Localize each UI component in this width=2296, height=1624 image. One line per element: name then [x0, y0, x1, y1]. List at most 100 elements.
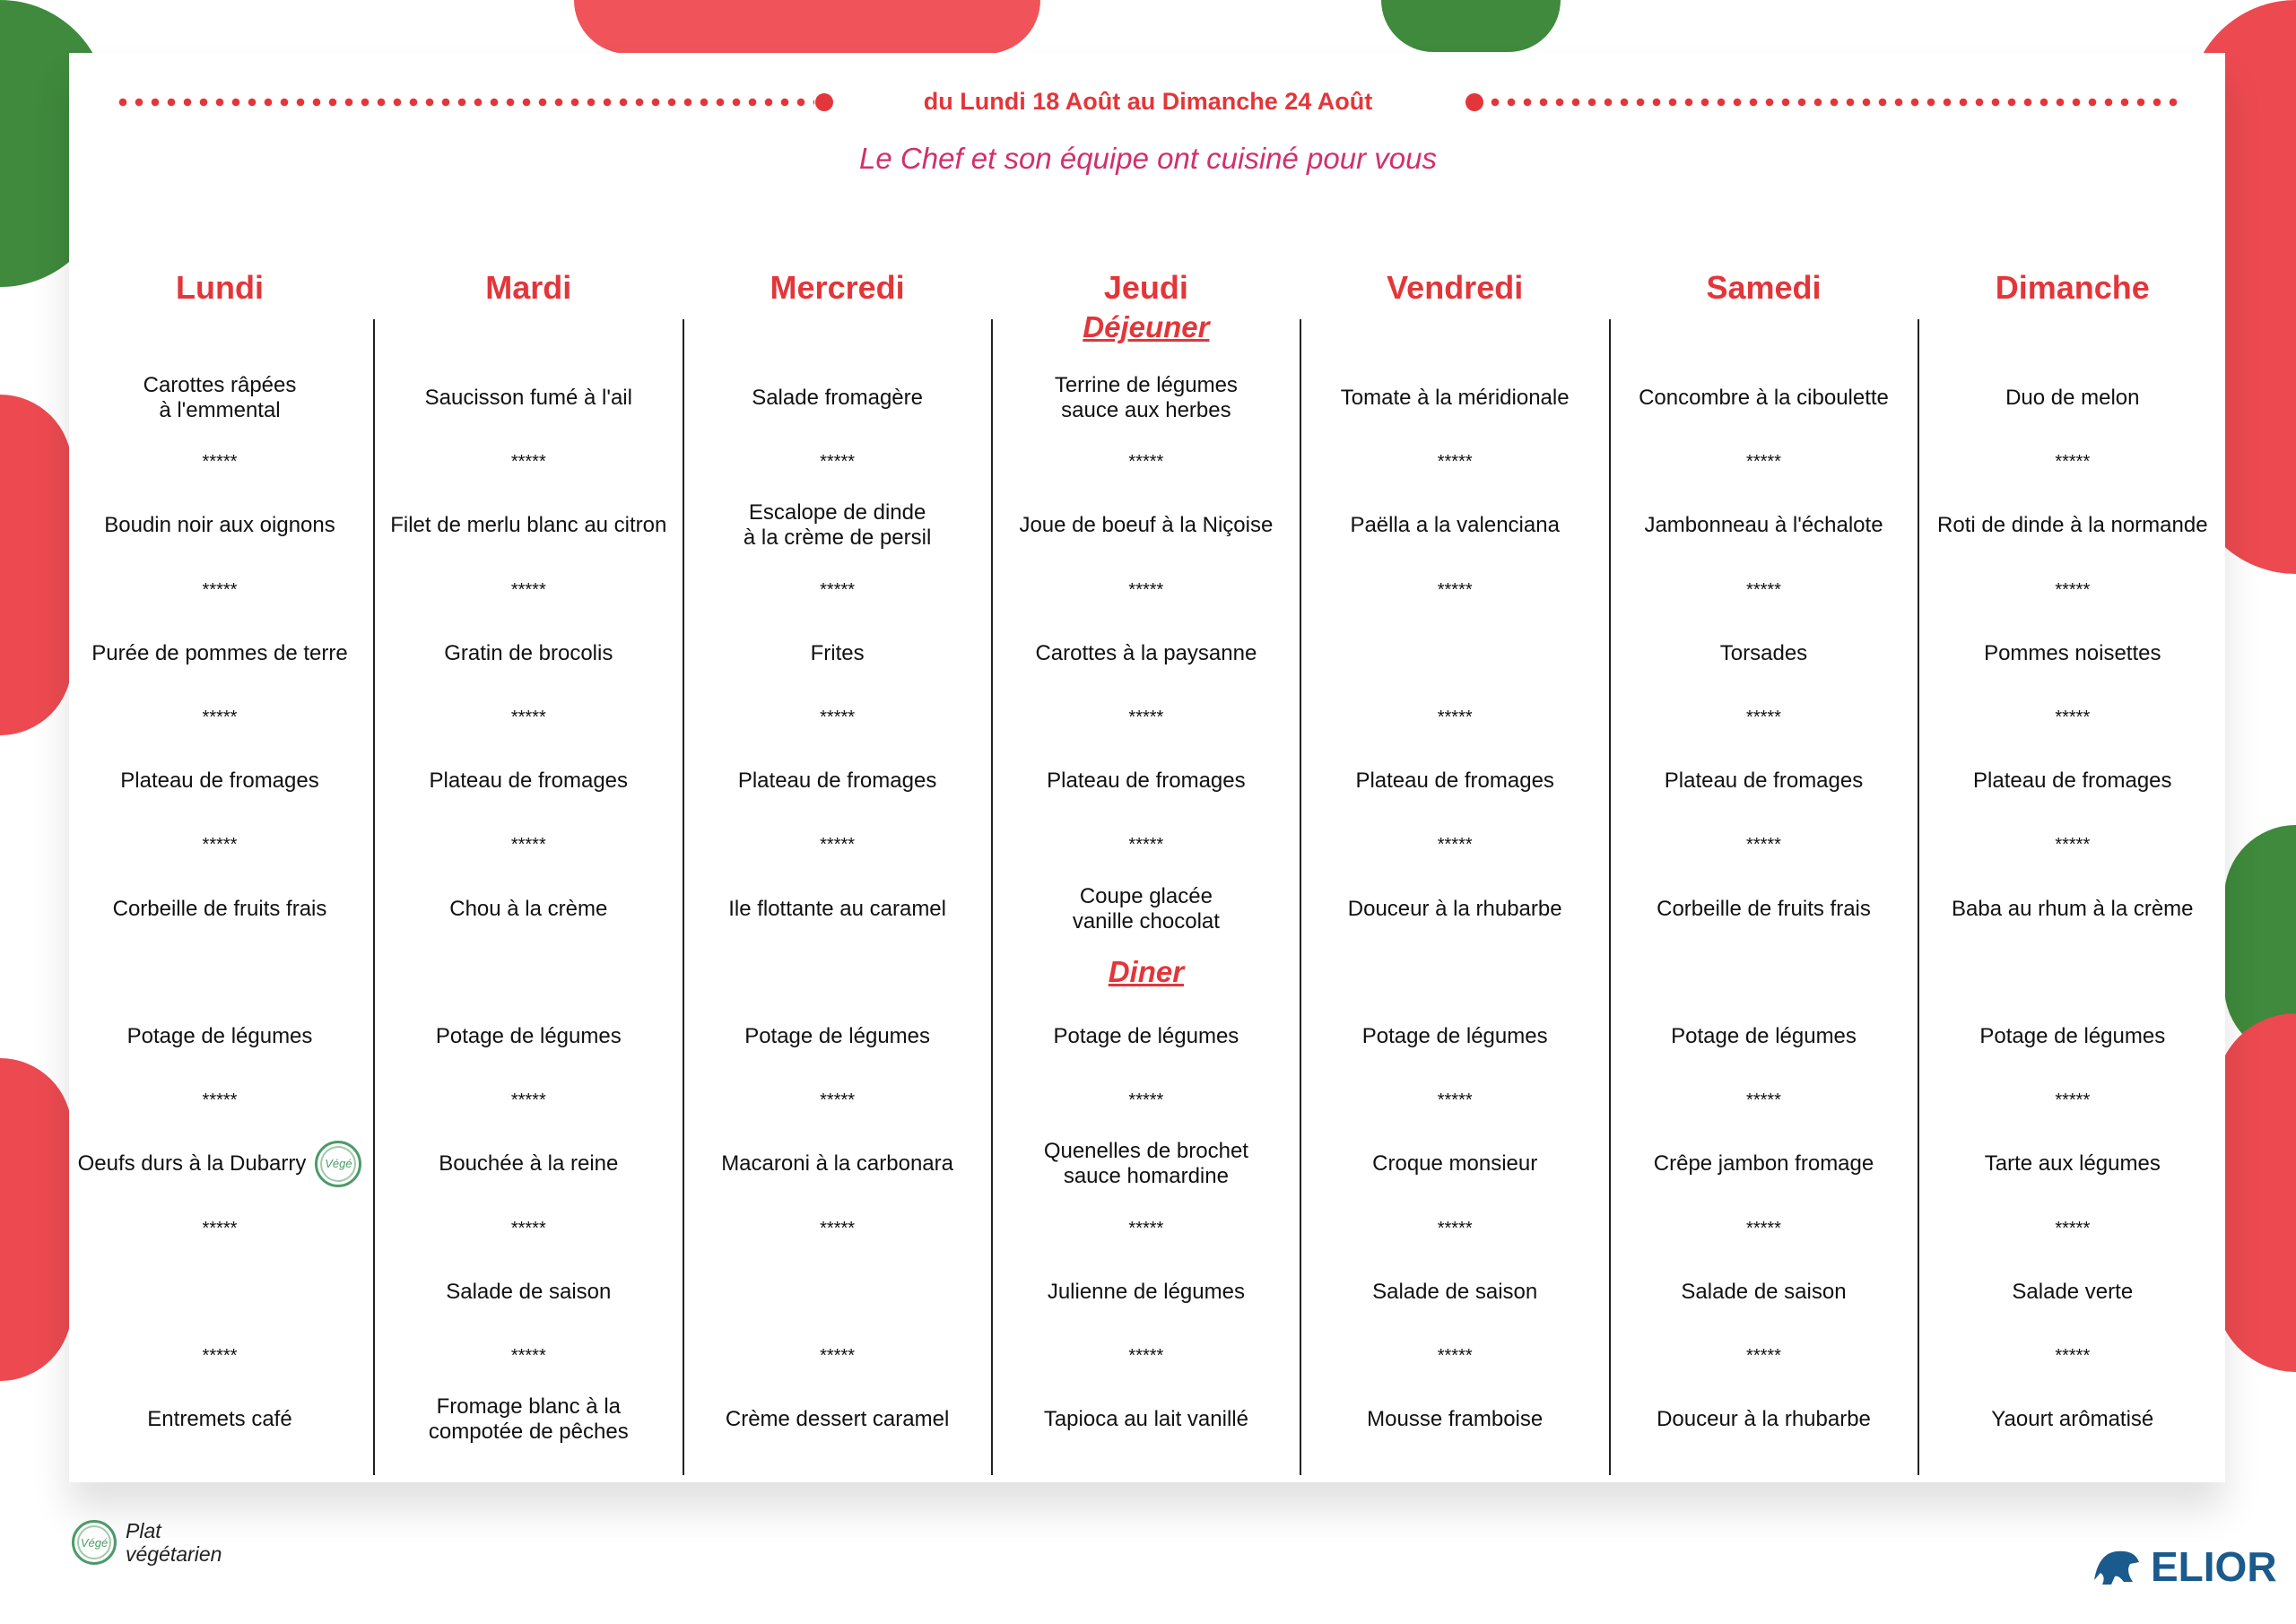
dish-name: Croque monsieur [1372, 1151, 1538, 1177]
day-column-samedi: Samedi Concombre à la ciboulette ***** Jamb… [1610, 269, 1918, 1480]
dish-name: Salade de saison [1681, 1279, 1847, 1304]
separator-row: ***** [374, 558, 683, 621]
watermelon-decoration [574, 0, 1040, 54]
dinner-dish [65, 1260, 374, 1324]
day-column-jeudi: Jeudi Terrine de légumes sauce aux herbes… [992, 269, 1300, 1480]
lunch-dish: Plateau de fromages [65, 750, 374, 813]
lunch-dish: Roti de dinde à la normande [1918, 494, 2227, 558]
dotted-line-left [115, 96, 814, 109]
dish-name: Jambonneau à l'échalote [1644, 513, 1883, 538]
day-column-mardi: Mardi Saucisson fumé à l'ail ***** Filet de… [374, 269, 683, 1480]
vege-badge-icon: Végé [72, 1520, 117, 1565]
dinner-dish: Salade verte [1918, 1260, 2227, 1324]
dot-right [1465, 93, 1483, 111]
separator: ***** [202, 579, 238, 600]
dinner-dish: Crème dessert caramel [683, 1388, 992, 1452]
day-name: Mardi [485, 269, 572, 306]
separator: ***** [1746, 452, 1781, 473]
separator: ***** [820, 1090, 856, 1111]
separator-row: ***** [1918, 1196, 2227, 1260]
dish-name: Quenelles de brochet sauce homardine [1043, 1139, 1248, 1189]
separator: ***** [1437, 708, 1473, 727]
separator-row: ***** [65, 813, 374, 877]
leaf-decoration [1381, 0, 1561, 52]
separator-row: ***** [1300, 430, 1609, 494]
lunch-dish: Plateau de fromages [1610, 750, 1918, 813]
lunch-dish: Douceur à la rhubarbe [1300, 877, 1609, 941]
column-divider [1917, 319, 1919, 1475]
dish-name: Boudin noir aux oignons [104, 513, 335, 538]
column-divider [1608, 319, 1611, 1475]
dish-name: Baba au rhum à la crème [1952, 896, 2194, 921]
lunch-dish: Frites [683, 621, 992, 685]
dish-name: Mousse framboise [1367, 1407, 1544, 1432]
separator: ***** [1746, 1346, 1781, 1366]
dish-name: Plateau de fromages [1047, 769, 1246, 794]
separator: ***** [510, 452, 546, 473]
dish-name: Tarte aux légumes [1984, 1151, 2161, 1177]
separator-row: ***** [1300, 558, 1609, 621]
separator-row: ***** [1610, 1069, 1918, 1133]
lunch-dish: Plateau de fromages [1918, 750, 2227, 813]
dish-name: Terrine de légumes sauce aux herbes [1054, 373, 1238, 422]
dinner-dish: Potage de légumes [992, 1005, 1300, 1069]
dish-name: Bouchée à la reine [439, 1151, 619, 1177]
dinner-dish: Macaroni à la carbonara [683, 1133, 992, 1196]
dish-name: Potage de légumes [1053, 1024, 1239, 1048]
separator: ***** [1746, 579, 1781, 600]
separator: ***** [510, 708, 546, 727]
dinner-dish: Crêpe jambon fromage [1610, 1133, 1918, 1196]
lunch-dish: Torsades [1610, 621, 1918, 685]
separator-row: ***** [1610, 686, 1918, 750]
dish-name: Joue de boeuf à la Niçoise [1019, 513, 1274, 538]
dinner-label: Diner [1108, 954, 1185, 988]
elior-logo: ELIOR [2090, 1542, 2277, 1591]
lunch-dish: Ile flottante au caramel [683, 877, 992, 941]
separator: ***** [202, 1090, 238, 1111]
dinner-dish: Bouchée à la reine [374, 1133, 683, 1196]
subtitle: Le Chef et son équipe ont cuisiné pour v… [859, 142, 1437, 175]
dish-name: Torsades [1719, 640, 1808, 665]
day-column-dimanche: Dimanche Duo de melon ***** Roti de dinde à… [1918, 269, 2227, 1480]
separator-row: ***** [65, 1324, 374, 1388]
separator: ***** [510, 835, 546, 855]
dish-name: Plateau de fromages [737, 769, 937, 794]
separator-row: ***** [992, 558, 1300, 621]
separator-row: ***** [683, 686, 992, 750]
dish-name: Roti de dinde à la normande [1937, 513, 2208, 538]
separator: ***** [510, 1090, 546, 1111]
dish-name: Salade verte [2012, 1279, 2134, 1304]
separator: ***** [510, 579, 546, 600]
lunch-dish: Purée de pommes de terre [65, 621, 374, 685]
dinner-dish: Salade de saison [374, 1260, 683, 1324]
lunch-dish: Plateau de fromages [1300, 750, 1609, 813]
separator-row: ***** [683, 430, 992, 494]
dish-name: Entremets café [147, 1407, 292, 1432]
date-range: du Lundi 18 Août au Dimanche 24 Août [923, 88, 1373, 115]
separator-row: ***** [992, 1196, 1300, 1260]
separator-row: ***** [374, 813, 683, 877]
separator-row: ***** [683, 558, 992, 621]
separator-row: ***** [1610, 1196, 1918, 1260]
day-name: Lundi [176, 269, 264, 306]
dish-name: Fromage blanc à la compotée de pêches [428, 1394, 629, 1445]
dish-name: Corbeille de fruits frais [112, 896, 327, 921]
lunch-dish: Baba au rhum à la crème [1918, 877, 2227, 941]
separator-row: ***** [1610, 1324, 1918, 1388]
dish-name: Pommes noisettes [1984, 640, 2161, 665]
dish-name: Potage de légumes [435, 1024, 622, 1048]
dish-name: Plateau de fromages [120, 769, 319, 794]
separator-row: ***** [683, 1324, 992, 1388]
dish-name: Douceur à la rhubarbe [1347, 896, 1562, 921]
separator: ***** [820, 1346, 856, 1366]
dish-name: Plateau de fromages [1355, 769, 1554, 794]
dish-name: Potage de légumes [1979, 1024, 2166, 1048]
separator: ***** [1128, 1090, 1164, 1111]
lunch-dish: Plateau de fromages [992, 750, 1300, 813]
lunch-dish: Chou à la crème [374, 877, 683, 941]
dinner-dish: Fromage blanc à la compotée de pêches [374, 1388, 683, 1452]
separator-row: ***** [1300, 1196, 1609, 1260]
dish-name: Macaroni à la carbonara [721, 1151, 953, 1177]
lunch-dish: Filet de merlu blanc au citron [374, 494, 683, 558]
dinner-dish: Yaourt arômatisé [1918, 1388, 2227, 1452]
